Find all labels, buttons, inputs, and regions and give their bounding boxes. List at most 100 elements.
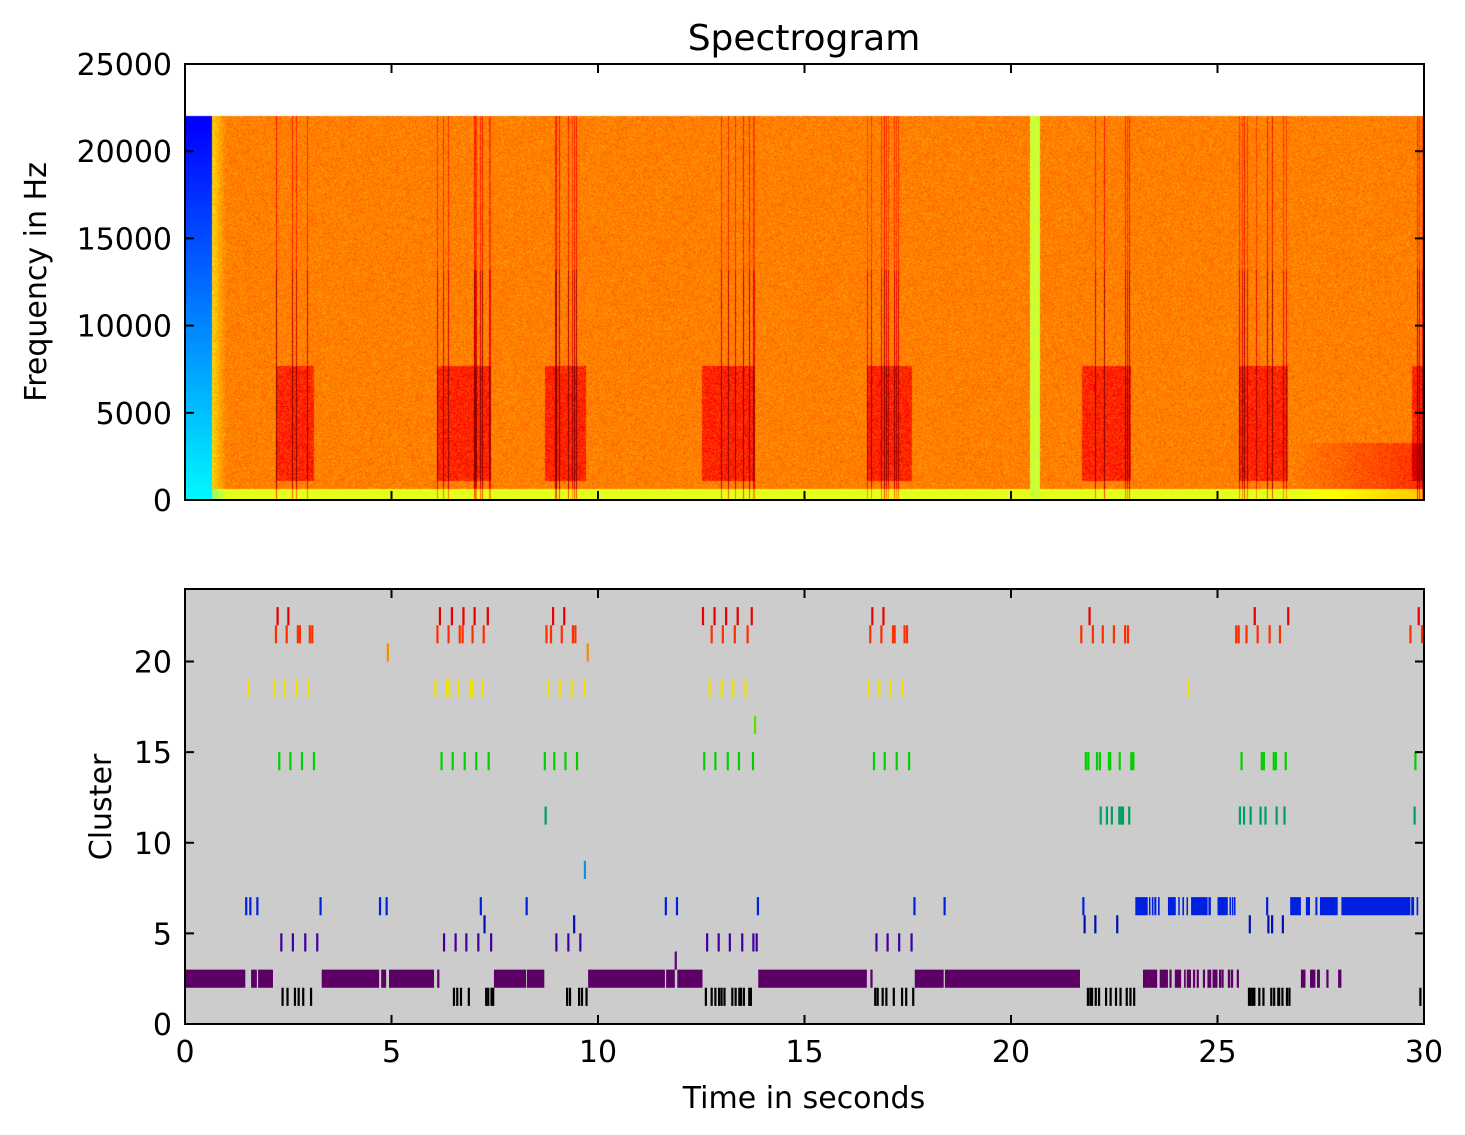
cluster-6-event (1234, 897, 1236, 916)
cluster-21-event (733, 625, 736, 644)
cluster-21-event (560, 625, 563, 644)
cluster-22-event (551, 607, 555, 626)
cluster-2-event (1152, 969, 1156, 988)
cluster-2-event (944, 969, 1080, 988)
x-tick-label: 30 (1405, 1035, 1443, 1070)
cluster-21-event (274, 625, 278, 644)
cluster-18-event (481, 679, 484, 698)
cluster-14-event (872, 752, 876, 771)
cluster-1-event (885, 987, 888, 1006)
cluster-1-event (748, 987, 751, 1006)
cluster-4-event (304, 933, 307, 952)
cluster-18-event (295, 679, 299, 698)
cluster-2-event (758, 969, 867, 988)
cluster-2-event (1227, 969, 1231, 988)
cluster-5-event (1116, 915, 1119, 934)
cluster-18-event (273, 679, 276, 698)
cluster-1-event (900, 987, 904, 1006)
cluster-22-event (1088, 607, 1091, 626)
cluster-22-event (287, 607, 290, 626)
cluster-6-event (249, 897, 252, 916)
cluster-11-event (1120, 806, 1123, 825)
cluster-22-event (450, 607, 453, 626)
cluster-18-event (888, 679, 892, 698)
cluster-22-event (276, 607, 279, 626)
cluster-1-event (1125, 987, 1128, 1006)
cluster-14-event (1240, 752, 1243, 771)
cluster-22-event (725, 607, 728, 626)
cluster-21-event (574, 625, 577, 644)
cluster-1-event (1281, 987, 1284, 1006)
cluster-11-event (1413, 806, 1416, 825)
cluster-22-event (438, 607, 442, 626)
cluster-1-event (1104, 987, 1108, 1006)
cluster-6-event (1182, 897, 1185, 916)
cluster-1-event (456, 987, 459, 1006)
cluster-2-event (1150, 969, 1154, 988)
cluster-1-event (723, 987, 726, 1006)
cluster-11-event (1105, 806, 1109, 825)
cluster-frame (184, 588, 1425, 1025)
cluster-8-event (583, 860, 586, 879)
cluster-4-event (316, 933, 319, 952)
cluster-2-event (1192, 969, 1196, 988)
cluster-6-event (1154, 897, 1157, 916)
cluster-4-event (752, 933, 755, 952)
cluster-6-event (1148, 897, 1151, 916)
cluster-21-event (471, 625, 474, 644)
cluster-6-event (756, 897, 760, 916)
cluster-2-event (1230, 969, 1234, 988)
cluster-21-event (1101, 625, 1104, 644)
cluster-14-event (487, 752, 490, 771)
cluster-18-event (448, 679, 451, 698)
cluster-14-event (703, 752, 706, 771)
cluster-1-event (714, 987, 717, 1006)
cluster-2-event (1186, 969, 1189, 988)
cluster-5-event (1271, 915, 1274, 934)
cluster-6-event (256, 897, 259, 916)
cluster-2-event (914, 969, 944, 988)
cluster-2-event (1207, 969, 1210, 988)
cluster-4-event (454, 933, 457, 952)
cluster-14-event (714, 752, 717, 771)
cluster-18-event (247, 679, 250, 698)
cluster-1-event (578, 987, 581, 1006)
cluster-1-event (309, 987, 313, 1006)
cluster-6-event (1167, 897, 1176, 916)
cluster-axes (185, 589, 1424, 1024)
cluster-21-event (746, 625, 749, 644)
cluster-2-event (381, 969, 387, 988)
cluster-6-event (943, 897, 946, 916)
cluster-18-event (547, 679, 550, 698)
cluster-1-event (1285, 987, 1289, 1006)
cluster-1-event (585, 987, 588, 1006)
cluster-21-event (710, 625, 713, 644)
cluster-21-event (1080, 625, 1083, 644)
axis-ticks: 0 5 10 15 20 25 30 0 5000 10000 15000 20000 25000 0 5 1… (77, 48, 1444, 1070)
cluster-1-event (1133, 987, 1136, 1006)
cluster-22-event (563, 607, 566, 626)
cluster-22-event (750, 607, 753, 626)
cluster-3-event (674, 951, 677, 970)
cluster-21-event (1409, 625, 1412, 644)
cluster-1-event (459, 987, 463, 1006)
cluster-6-event (319, 897, 322, 916)
cluster-2-event (185, 969, 246, 988)
cluster-1-event (580, 987, 584, 1006)
cluster-14-event (1084, 752, 1087, 771)
cluster-21-event (545, 625, 548, 644)
cluster-22-event (462, 607, 465, 626)
cluster-21-event (1112, 625, 1116, 644)
cluster-1-event (1253, 987, 1256, 1006)
cluster-14-event (300, 752, 304, 771)
cluster-1-event (1129, 987, 1132, 1006)
cluster-1-event (1109, 987, 1112, 1006)
cluster-1-event (742, 987, 745, 1006)
cluster-2-event (1221, 969, 1224, 988)
cluster-6-event (1082, 897, 1085, 916)
cluster-1-event (1119, 987, 1122, 1006)
cluster-4-event (477, 933, 480, 952)
cluster-1-event (876, 987, 879, 1006)
cluster-4-event (490, 933, 493, 952)
